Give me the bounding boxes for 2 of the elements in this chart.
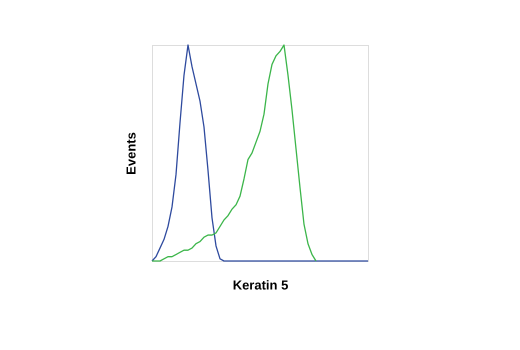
x-axis-title: Keratin 5 (232, 278, 288, 292)
y-axis-title: Events (124, 132, 138, 175)
